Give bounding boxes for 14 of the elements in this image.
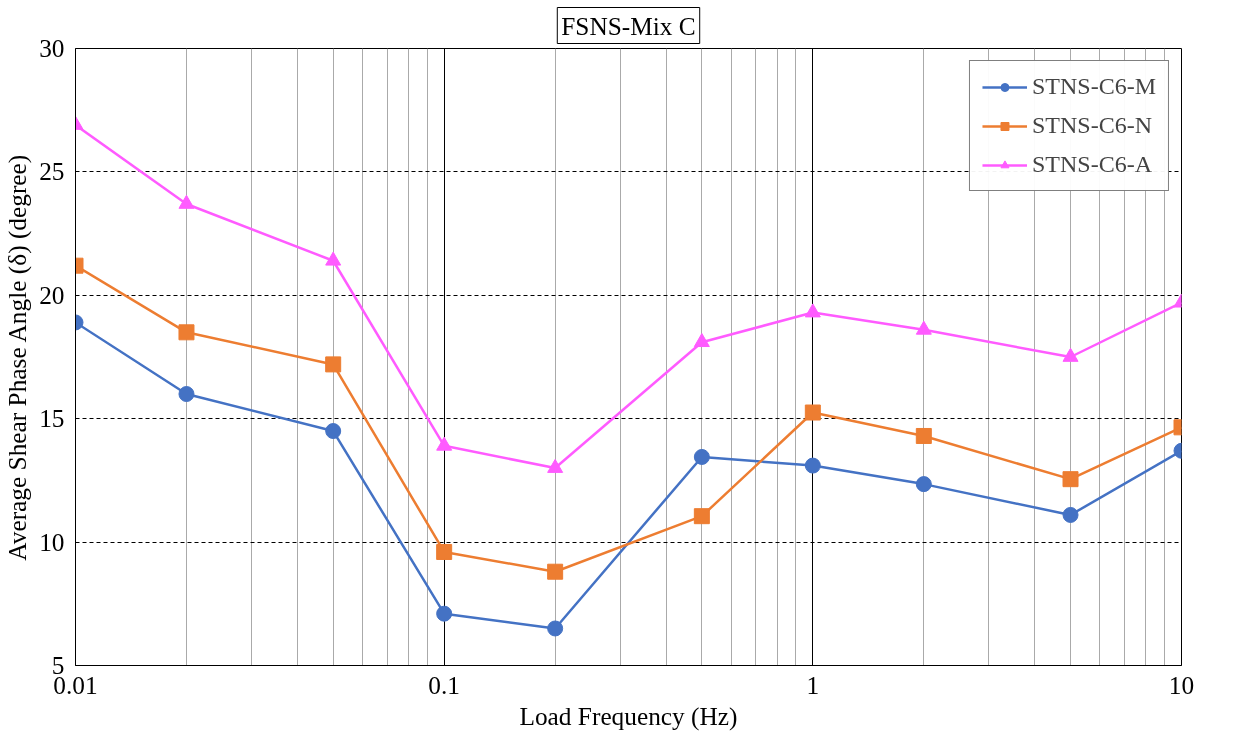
x-tick-label: 1: [806, 670, 820, 699]
legend-label: STNS-C6-A: [1031, 151, 1152, 178]
y-tick-label: 30: [39, 34, 65, 62]
legend-label: STNS-C6-N: [1031, 112, 1152, 139]
x-tick-label: 10: [1168, 670, 1195, 699]
y-tick-label: 10: [39, 527, 65, 556]
x-tick-label: 0.1: [428, 670, 461, 699]
y-axis-title: Average Shear Phase Angle (δ) (degree): [3, 154, 33, 561]
y-tick-label: 20: [39, 280, 65, 309]
x-axis-title: Load Frequency (Hz): [519, 701, 738, 731]
y-tick-label: 25: [39, 157, 65, 186]
y-tick-label: 15: [39, 404, 65, 433]
chart-title: FSNS-Mix C: [561, 11, 696, 40]
legend-label: STNS-C6-M: [1031, 73, 1156, 100]
